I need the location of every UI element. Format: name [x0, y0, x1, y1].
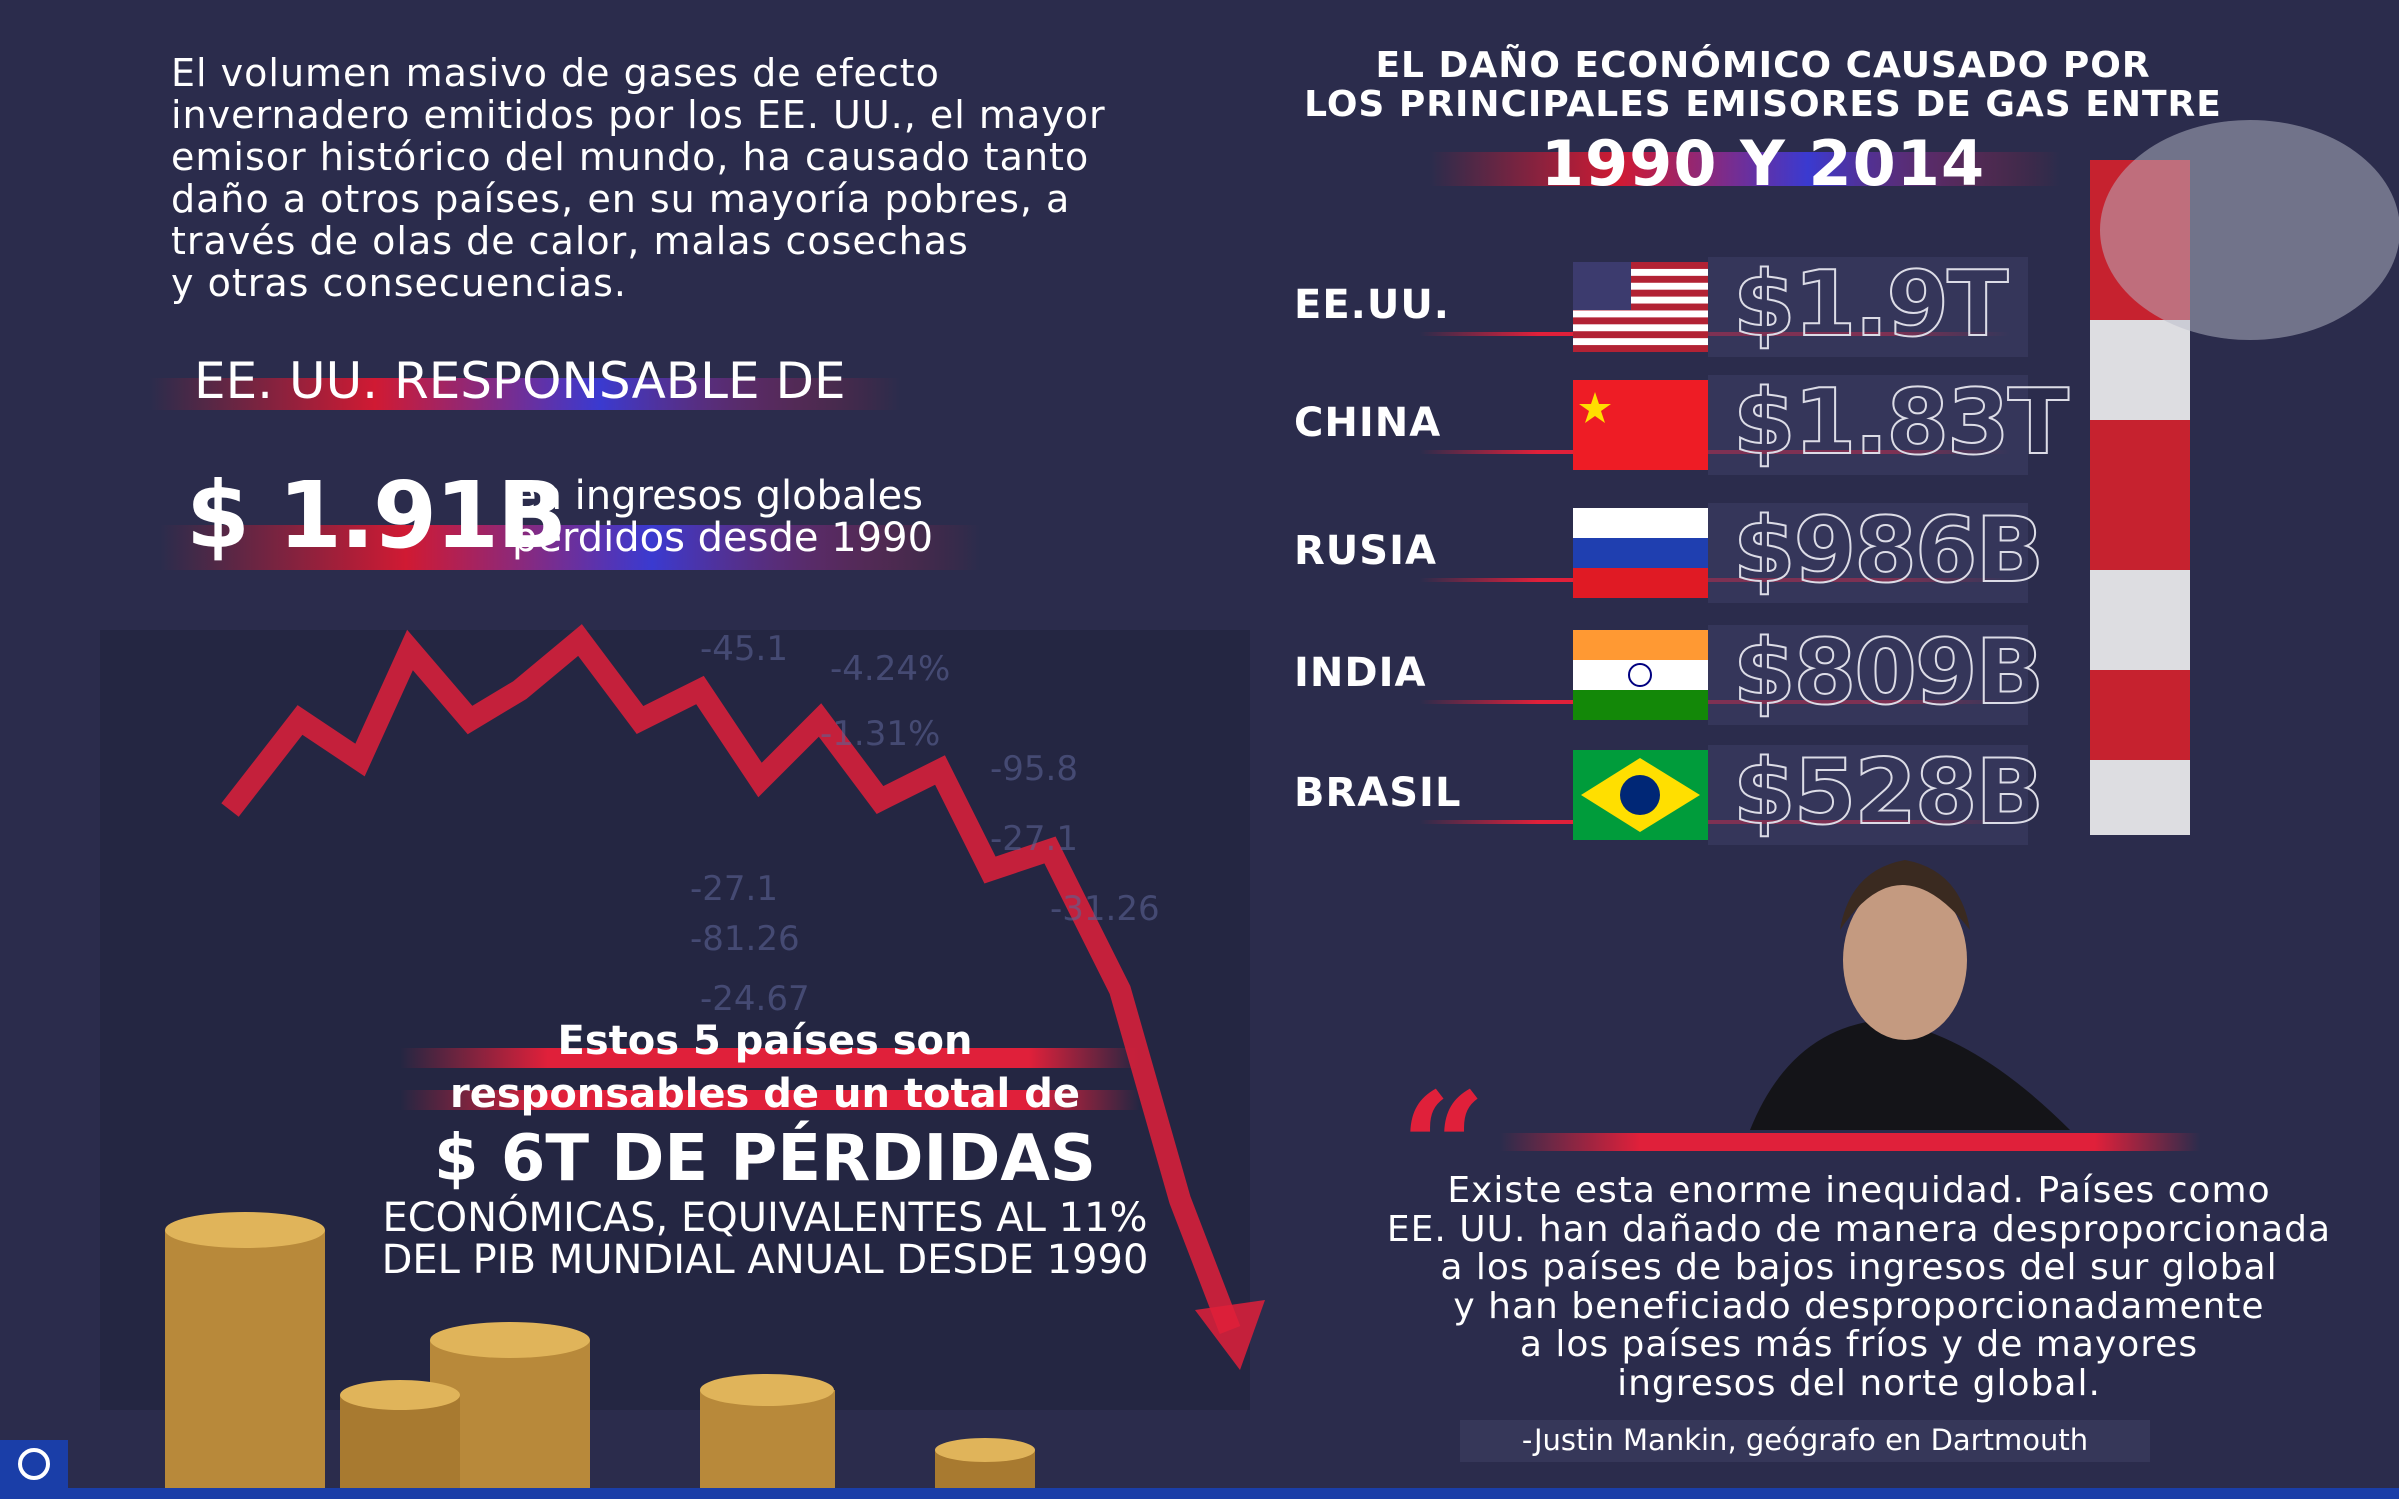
- highlight-amount: $ 1.91B: [186, 462, 567, 569]
- flag-image: [1573, 380, 1708, 470]
- value-panel: [1708, 375, 2028, 475]
- flag-image: [1573, 262, 1708, 352]
- intro: El volumen masivo de gases de efecto inv…: [171, 52, 1106, 304]
- flag: [1573, 380, 1708, 470]
- country-name: BRASIL: [1294, 770, 1462, 816]
- value-panel: [1708, 625, 2028, 725]
- svg-text:-1.31%: -1.31%: [820, 714, 940, 754]
- country-name: RUSIA: [1294, 528, 1437, 574]
- intro-line: través de olas de calor, malas cosechas: [171, 219, 969, 263]
- svg-text:-95.8: -95.8: [990, 749, 1078, 789]
- highlight-heading: EE. UU. RESPONSABLE DE: [194, 352, 846, 410]
- damage-value: $528B: [1732, 739, 2045, 846]
- intro-line: emisor histórico del mundo, ha causado t…: [171, 135, 1090, 179]
- flag-image: [1573, 508, 1708, 598]
- svg-text:-27.1: -27.1: [690, 869, 778, 909]
- damage-value: $1.83T: [1732, 369, 2070, 476]
- highlight-caption: en ingresos globales perdidos desde 1990: [512, 475, 933, 559]
- svg-text:-24.67: -24.67: [700, 979, 810, 1019]
- total: Estos 5 países son responsables de un to…: [265, 1015, 1265, 1281]
- svg-text:“: “: [1400, 1060, 1486, 1236]
- title-line: EL DAÑO ECONÓMICO CAUSADO POR: [1375, 45, 2151, 86]
- flag: [1573, 508, 1708, 598]
- coins: [165, 1212, 1035, 1490]
- intro-line: daño a otros países, en su mayoría pobre…: [171, 177, 1071, 221]
- title-years: 1990 Y 2014: [1540, 127, 1986, 200]
- damage-value: $1.9T: [1732, 251, 2009, 358]
- country-name: EE.UU.: [1294, 282, 1450, 328]
- total-amount: $ 6T DE PÉRDIDAS: [434, 1122, 1096, 1196]
- ranking-title: EL DAÑO ECONÓMICO CAUSADO POR LOS PRINCI…: [1263, 46, 2263, 204]
- country-name: INDIA: [1294, 650, 1427, 696]
- title-line: LOS PRINCIPALES EMISORES DE GAS ENTRE: [1304, 84, 2222, 125]
- total-detail: DEL PIB MUNDIAL ANUAL DESDE 1990: [381, 1237, 1149, 1283]
- value-panel: [1708, 745, 2028, 845]
- caption-line: en ingresos globales: [512, 473, 924, 519]
- svg-text:-31.26: -31.26: [1050, 889, 1160, 929]
- intro-line: El volumen masivo de gases de efecto: [171, 51, 940, 95]
- intro-line: invernadero emitidos por los EE. UU., el…: [171, 93, 1106, 137]
- portrait: [1750, 860, 2070, 1130]
- flag-image: [1573, 750, 1708, 840]
- quote-attribution: -Justin Mankin, geógrafo en Dartmouth: [1521, 1423, 2089, 1457]
- quote-line: Existe esta enorme inequidad. Países com…: [1447, 1170, 2271, 1211]
- quote-line: a los países más fríos y de mayores: [1519, 1324, 2199, 1365]
- value-panel: [1708, 257, 2028, 357]
- quote-line: a los países de bajos ingresos del sur g…: [1440, 1247, 2278, 1288]
- value-panel: [1708, 503, 2028, 603]
- flag: [1573, 750, 1708, 840]
- quote-line: EE. UU. han dañado de manera desproporci…: [1386, 1208, 2332, 1250]
- damage-value: $809B: [1732, 619, 2045, 726]
- total-line: responsables de un total de: [450, 1071, 1080, 1117]
- flag: [1573, 262, 1708, 352]
- flag-image: [1573, 630, 1708, 720]
- total-line: Estos 5 países son: [557, 1018, 973, 1064]
- svg-text:-45.1: -45.1: [700, 629, 788, 669]
- svg-text:-4.24%: -4.24%: [830, 649, 950, 689]
- svg-text:-27.1: -27.1: [990, 819, 1078, 859]
- quote: Existe esta enorme inequidad. Países com…: [1309, 1170, 2399, 1404]
- total-detail: ECONÓMICAS, EQUIVALENTES AL 11%: [382, 1195, 1148, 1241]
- intro-line: y otras consecuencias.: [171, 261, 627, 305]
- quote-line: ingresos del norte global.: [1617, 1362, 2101, 1404]
- country-name: CHINA: [1294, 400, 1442, 446]
- caption-line: perdidos desde 1990: [512, 515, 934, 561]
- quote-line: y han beneficiado desproporcionadamente: [1453, 1285, 2265, 1327]
- svg-text:-81.26: -81.26: [690, 919, 800, 959]
- flag: [1573, 630, 1708, 720]
- damage-value: $986B: [1732, 497, 2045, 604]
